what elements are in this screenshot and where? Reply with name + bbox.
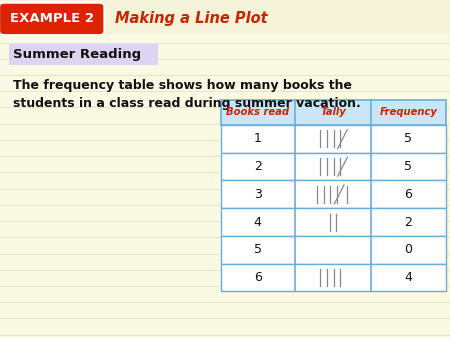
Text: 6: 6 [405, 188, 412, 201]
Text: 3: 3 [254, 188, 261, 201]
Text: 4: 4 [405, 271, 412, 284]
Bar [220, 180, 446, 208]
Bar [220, 208, 446, 236]
FancyBboxPatch shape [0, 3, 104, 35]
Text: 1: 1 [254, 132, 261, 145]
Bar [0, 0, 450, 35]
Text: 2: 2 [405, 216, 412, 228]
Text: Books read: Books read [226, 107, 289, 117]
Text: students in a class read during summer vacation.: students in a class read during summer v… [13, 97, 360, 110]
Bar [220, 125, 446, 153]
Bar [220, 264, 446, 291]
Text: Making a Line Plot: Making a Line Plot [115, 11, 267, 26]
Text: Summer Reading: Summer Reading [13, 48, 141, 61]
Bar [220, 153, 446, 180]
Text: EXAMPLE 2: EXAMPLE 2 [10, 13, 94, 25]
Text: 0: 0 [405, 243, 412, 256]
Text: The frequency table shows how many books the: The frequency table shows how many books… [13, 79, 351, 92]
Text: 5: 5 [405, 160, 412, 173]
Bar [220, 236, 446, 264]
Text: Tally: Tally [320, 107, 346, 117]
Text: 5: 5 [254, 243, 261, 256]
Text: 6: 6 [254, 271, 261, 284]
Text: 5: 5 [405, 132, 412, 145]
Bar [220, 100, 446, 125]
Text: 2: 2 [254, 160, 261, 173]
Text: 4: 4 [254, 216, 261, 228]
Bar [9, 44, 157, 65]
Text: Frequency: Frequency [379, 107, 437, 117]
